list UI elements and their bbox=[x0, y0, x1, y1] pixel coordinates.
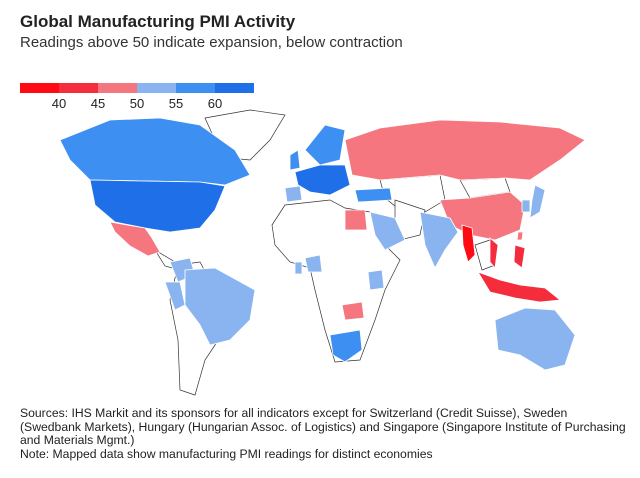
legend-swatch bbox=[215, 83, 254, 93]
chart-title: Global Manufacturing PMI Activity bbox=[20, 12, 296, 31]
data-note: Note: Mapped data show manufacturing PMI… bbox=[20, 446, 433, 461]
legend-tick: 50 bbox=[129, 96, 145, 111]
egypt bbox=[344, 209, 368, 231]
mexico bbox=[109, 221, 161, 257]
legend-tick: 45 bbox=[90, 96, 106, 111]
chart-subtitle: Readings above 50 indicate expansion, be… bbox=[20, 34, 403, 51]
usa bbox=[89, 179, 226, 233]
ghana bbox=[294, 261, 303, 275]
zambia bbox=[341, 301, 365, 321]
color-legend: 40 45 50 55 60 bbox=[20, 83, 254, 111]
spain bbox=[284, 185, 303, 203]
sources-note: Sources: IHS Markit and its sponsors for… bbox=[20, 406, 626, 447]
vietnam bbox=[489, 237, 499, 269]
europe-core bbox=[294, 164, 351, 196]
world-map bbox=[59, 109, 586, 396]
philippines bbox=[513, 244, 526, 269]
legend-tick: 40 bbox=[51, 96, 67, 111]
legend-swatch bbox=[137, 83, 176, 93]
europe-north bbox=[304, 124, 346, 166]
turkey bbox=[354, 187, 393, 203]
japan bbox=[529, 184, 546, 219]
russia bbox=[344, 119, 586, 181]
taiwan bbox=[516, 231, 524, 241]
canada bbox=[59, 117, 251, 186]
legend-swatch bbox=[98, 83, 137, 93]
myanmar bbox=[461, 224, 476, 263]
india bbox=[419, 211, 459, 269]
australia bbox=[494, 307, 576, 371]
kenya bbox=[367, 269, 385, 291]
legend-tick: 60 bbox=[207, 96, 223, 111]
legend-tick: 55 bbox=[168, 96, 184, 111]
legend-swatch bbox=[59, 83, 98, 93]
uk bbox=[289, 149, 301, 171]
brazil bbox=[184, 267, 256, 346]
nigeria bbox=[304, 254, 323, 273]
korea bbox=[521, 199, 531, 213]
saudi bbox=[369, 211, 406, 251]
south-africa bbox=[329, 329, 363, 363]
footer: Sources: IHS Markit and its sponsors for… bbox=[20, 406, 630, 461]
legend-swatch bbox=[176, 83, 215, 93]
legend-swatch bbox=[20, 83, 59, 93]
china bbox=[439, 191, 526, 241]
middle-east-rest bbox=[394, 199, 426, 241]
indonesia bbox=[477, 271, 562, 303]
